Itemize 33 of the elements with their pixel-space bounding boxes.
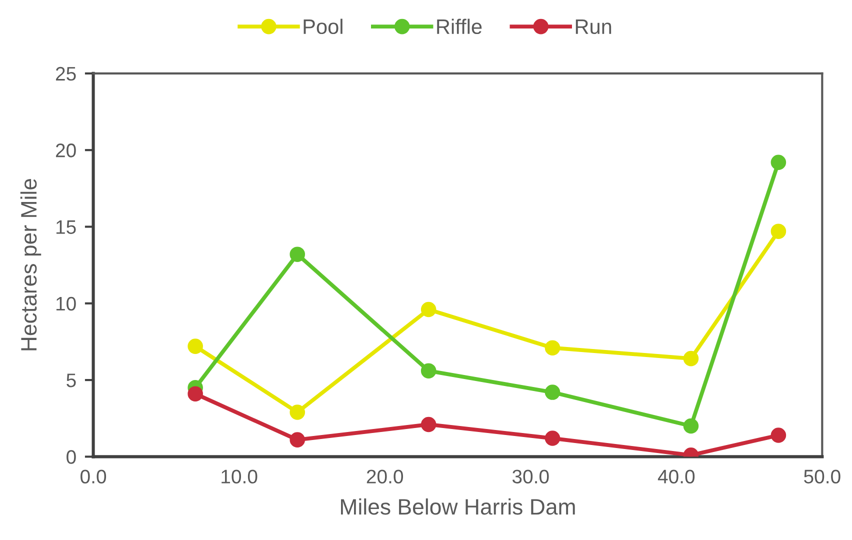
point (188, 386, 203, 402)
point (290, 246, 306, 262)
point (683, 418, 699, 434)
y-tick-label: 5 (66, 374, 76, 388)
y-axis-title: Hectares per Mile (20, 178, 42, 350)
legend-label: Run (576, 20, 612, 34)
point (544, 430, 560, 446)
point (290, 404, 306, 420)
y-tick-label: 10 (56, 296, 76, 311)
x-tick-label: 50.0 (804, 470, 840, 484)
point (420, 302, 436, 318)
point (770, 428, 786, 443)
point (544, 340, 560, 356)
point (544, 384, 560, 400)
y-tick-label: 20 (56, 144, 76, 158)
point (770, 224, 786, 239)
point (420, 416, 436, 432)
x-tick-label: 10.0 (222, 470, 258, 484)
y-tick-label: 25 (56, 66, 76, 81)
x-tick-label: 30.0 (512, 470, 549, 484)
x-axis-title: Miles Below Harris Dam (341, 498, 575, 515)
point (770, 154, 786, 170)
x-tick-label: 0.0 (80, 470, 106, 484)
point (683, 350, 699, 366)
point (290, 432, 306, 448)
legend-label: Pool (304, 18, 342, 34)
x-tick-label: 40.0 (658, 470, 695, 484)
point (420, 363, 436, 378)
x-tick-label: 20.0 (366, 470, 404, 484)
y-tick-label: 0 (66, 450, 76, 464)
y-tick-label: 15 (56, 220, 76, 234)
point (188, 338, 203, 354)
legend-label: Riffle (437, 18, 482, 34)
